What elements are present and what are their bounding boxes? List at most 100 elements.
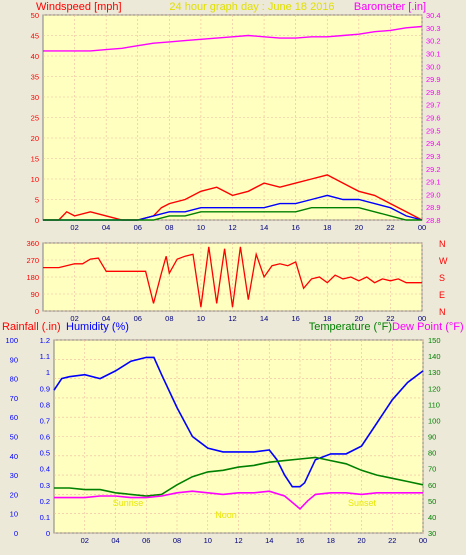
series-direction-line	[43, 246, 422, 308]
x-tick-label: 10	[197, 314, 205, 323]
rainfall-tick-label: 0.7	[40, 416, 50, 425]
windspeed-tick-label: 30	[31, 93, 39, 102]
barometer-tick-label: 30.3	[426, 24, 441, 33]
temperature-tick-label: 80	[428, 449, 436, 458]
humidity-axis-label: Humidity (%)	[66, 321, 129, 333]
temperature-tick-label: 30	[428, 529, 436, 538]
noon-annotation: Noon	[215, 510, 237, 520]
barometer-tick-label: 29.7	[426, 101, 441, 110]
compass-label: W	[439, 256, 448, 266]
x-tick-label: 10	[197, 223, 205, 232]
rainfall-tick-label: 1.1	[40, 352, 50, 361]
rainfall-tick-label: 0.1	[40, 513, 50, 522]
barometer-tick-label: 29.1	[426, 178, 441, 187]
temperature-tick-label: 70	[428, 465, 436, 474]
direction-tick-label: 270	[26, 256, 39, 265]
windspeed-tick-label: 40	[31, 52, 39, 61]
temperature-tick-label: 90	[428, 433, 436, 442]
x-tick-label: 02	[81, 536, 89, 545]
rainfall-tick-label: 0.8	[40, 400, 50, 409]
temperature-tick-label: 140	[428, 352, 441, 361]
windspeed-tick-label: 20	[31, 134, 39, 143]
humidity-tick-label: 70	[10, 394, 18, 403]
dewpoint-axis-label: Dew Point (°F)	[392, 321, 464, 333]
humidity-tick-label: 90	[10, 355, 18, 364]
windspeed-tick-label: 35	[31, 73, 39, 82]
rainfall-tick-label: 0.6	[40, 433, 50, 442]
x-tick-label: 12	[228, 314, 236, 323]
wind-barometer-grid	[43, 14, 423, 221]
barometer-tick-label: 29.0	[426, 190, 441, 199]
compass-label: S	[439, 273, 445, 283]
x-tick-label: 04	[102, 314, 110, 323]
x-tick-label: 18	[323, 223, 331, 232]
x-tick-label: 18	[323, 314, 331, 323]
rainfall-axis-label: Rainfall (.in)	[2, 321, 61, 333]
rainfall-tick-label: 0.5	[40, 449, 50, 458]
series-humidity--line	[53, 356, 424, 488]
rainfall-tick-label: 1.2	[40, 336, 50, 345]
barometer-tick-label: 29.2	[426, 165, 441, 174]
windspeed-tick-label: 0	[35, 216, 39, 225]
direction-tick-label: 0	[35, 307, 39, 316]
x-tick-label: 06	[134, 314, 142, 323]
temperature-tick-label: 120	[428, 384, 441, 393]
humidity-tick-label: 60	[10, 413, 18, 422]
windspeed-tick-label: 15	[31, 155, 39, 164]
temperature-tick-label: 60	[428, 481, 436, 490]
rainfall-tick-label: 0.2	[40, 497, 50, 506]
chart-title: 24 hour graph day : June 18 2016	[169, 1, 334, 13]
series-barometer-in--line	[43, 25, 423, 52]
series-average-line	[43, 194, 423, 221]
x-tick-label: 12	[228, 223, 236, 232]
temperature-tick-label: 100	[428, 416, 441, 425]
temperature-tick-label: 150	[428, 336, 441, 345]
x-tick-label: 04	[102, 223, 110, 232]
humidity-tick-label: 30	[10, 471, 18, 480]
rainfall-tick-label: 0	[46, 529, 50, 538]
compass-label: N	[439, 239, 446, 249]
barometer-tick-label: 29.8	[426, 88, 441, 97]
barometer-tick-label: 29.5	[426, 126, 441, 135]
x-tick-label: 02	[70, 223, 78, 232]
x-tick-label: 14	[265, 536, 273, 545]
x-tick-label: 20	[355, 223, 363, 232]
barometer-tick-label: 28.8	[426, 216, 441, 225]
x-tick-label: 02	[70, 314, 78, 323]
x-tick-label: 22	[386, 314, 394, 323]
barometer-tick-label: 29.3	[426, 152, 441, 161]
x-tick-label: 06	[134, 223, 142, 232]
windspeed-tick-label: 50	[31, 11, 39, 20]
x-tick-label: 00	[418, 314, 426, 323]
humidity-tick-label: 40	[10, 452, 18, 461]
wind-direction-grid	[43, 242, 423, 312]
x-tick-label: 08	[165, 314, 173, 323]
barometer-tick-label: 29.6	[426, 114, 441, 123]
x-tick-label: 12	[234, 536, 242, 545]
x-tick-label: 22	[388, 536, 396, 545]
rainfall-tick-label: 0.4	[40, 465, 50, 474]
barometer-tick-label: 30.0	[426, 62, 441, 71]
x-tick-label: 18	[327, 536, 335, 545]
x-tick-label: 06	[142, 536, 150, 545]
x-tick-label: 14	[260, 314, 268, 323]
barometer-tick-label: 30.1	[426, 49, 441, 58]
series-gust-line	[43, 174, 423, 221]
humidity-tick-label: 50	[10, 433, 18, 442]
series-low-line	[43, 207, 422, 221]
windspeed-tick-label: 5	[35, 196, 39, 205]
temperature-tick-label: 40	[428, 513, 436, 522]
temperature-axis-label: Temperature (°F)	[309, 321, 392, 333]
x-tick-label: 16	[291, 314, 299, 323]
rainfall-tick-label: 0.9	[40, 384, 50, 393]
barometer-tick-label: 28.9	[426, 203, 441, 212]
x-tick-label: 00	[419, 536, 427, 545]
windspeed-axis-label: Windspeed [mph]	[36, 1, 122, 13]
rainfall-tick-label: 0.3	[40, 481, 50, 490]
temperature-tick-label: 130	[428, 368, 441, 377]
compass-label: E	[439, 290, 445, 300]
barometer-tick-label: 29.9	[426, 75, 441, 84]
humidity-tick-label: 20	[10, 490, 18, 499]
